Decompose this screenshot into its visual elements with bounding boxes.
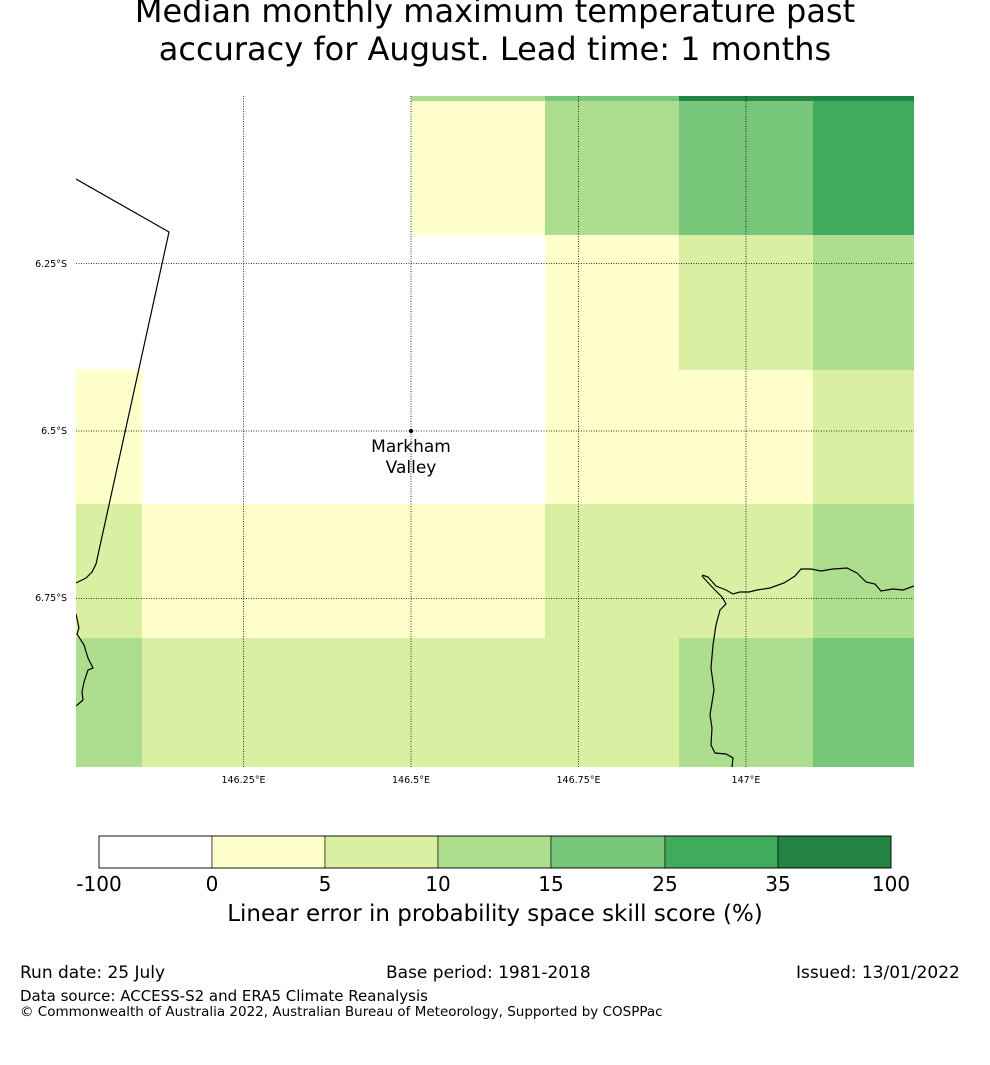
grid-cell <box>679 638 814 767</box>
colorbar-swatch <box>777 835 892 869</box>
lat-label-6-25: 6.25°S <box>35 259 67 270</box>
grid-cell <box>545 235 680 371</box>
colorbar-swatch <box>437 835 552 869</box>
grid-cell <box>813 235 914 371</box>
colorbar-tick-15: 15 <box>538 872 564 896</box>
lat-label-6-5: 6.5°S <box>41 426 67 437</box>
grid-cell <box>545 504 680 639</box>
colorbar-swatch <box>98 835 213 869</box>
base-period: Base period: 1981-2018 <box>386 963 591 983</box>
lon-label-146-5: 146.5°E <box>392 775 430 786</box>
lon-label-147: 147°E <box>732 775 761 786</box>
map-title-line-1: Median monthly maximum temperature past <box>134 0 856 30</box>
grid-cell <box>76 96 143 102</box>
longitude-labels: 146.25°E 146.5°E 146.75°E 147°E <box>222 775 761 786</box>
grid-cell <box>411 504 546 639</box>
lon-label-146-25: 146.25°E <box>222 775 266 786</box>
place-name-line-1: Markham <box>371 437 451 457</box>
colorbar-swatch <box>664 835 779 869</box>
colorbar-frame <box>98 835 892 869</box>
grid-cell <box>76 638 143 767</box>
grid-cell <box>142 370 277 505</box>
grid-cell <box>276 96 412 102</box>
place-name-line-2: Valley <box>386 458 437 478</box>
grid-cell <box>76 235 143 371</box>
colorbar-swatch <box>324 835 439 869</box>
grid-cell <box>545 370 680 505</box>
issued-date: Issued: 13/01/2022 <box>796 963 960 983</box>
grid-cell <box>679 370 814 505</box>
colorbar-swatch <box>211 835 326 869</box>
grid-cell <box>813 370 914 505</box>
grid-cell <box>411 235 546 371</box>
grid-cell <box>276 638 412 767</box>
grid-cell <box>813 96 914 102</box>
colorbar-tick-25: 25 <box>652 872 678 896</box>
grid-cell <box>76 101 143 236</box>
place-dot <box>409 429 413 433</box>
run-date: Run date: 25 July <box>20 963 166 983</box>
map-title: Median monthly maximum temperature past … <box>0 0 990 68</box>
lat-label-6-75: 6.75°S <box>35 593 67 604</box>
grid-cell <box>142 504 277 639</box>
grid-cell <box>411 96 546 102</box>
grid-cell <box>813 101 914 236</box>
grid-cell <box>276 504 412 639</box>
grid-cell <box>411 101 546 236</box>
grid-cell <box>76 370 143 505</box>
colorbar-tick-minus-100: -100 <box>76 872 122 896</box>
grid-cell <box>276 101 412 236</box>
colorbar-tick-35: 35 <box>765 872 791 896</box>
skill-grid <box>76 96 914 767</box>
colorbar-tick-0: 0 <box>205 872 219 896</box>
colorbar-swatch <box>550 835 666 869</box>
grid-cell <box>76 504 143 639</box>
colorbar-tick-5: 5 <box>318 872 332 896</box>
grid-cell <box>411 638 546 767</box>
place-marker: Markham Valley <box>371 429 451 478</box>
map-title-line-2: accuracy for August. Lead time: 1 months <box>158 30 832 68</box>
grid-cell <box>411 370 546 505</box>
data-source: Data source: ACCESS-S2 and ERA5 Climate … <box>20 987 428 1005</box>
grid-cell <box>142 96 277 102</box>
colorbar-tick-10: 10 <box>425 872 451 896</box>
latitude-labels: 6.25°S 6.5°S 6.75°S <box>35 259 67 604</box>
grid-cell <box>813 638 914 767</box>
grid-cell <box>813 504 914 639</box>
colorbar <box>98 835 892 869</box>
coastline <box>76 178 914 767</box>
grid-cell <box>142 638 277 767</box>
lon-label-146-75: 146.75°E <box>557 775 601 786</box>
grid-cell <box>276 235 412 371</box>
grid-cell <box>142 101 277 236</box>
grid-cell <box>545 638 680 767</box>
grid-cell <box>276 370 412 505</box>
grid-cell <box>142 235 277 371</box>
grid-cell <box>545 101 680 236</box>
colorbar-title: Linear error in probability space skill … <box>227 901 763 927</box>
grid-cell <box>679 235 814 371</box>
copyright: © Commonwealth of Australia 2022, Austra… <box>20 1004 663 1020</box>
grid-cell <box>679 101 814 236</box>
grid-cell <box>545 96 680 102</box>
colorbar-tick-100: 100 <box>871 872 911 896</box>
